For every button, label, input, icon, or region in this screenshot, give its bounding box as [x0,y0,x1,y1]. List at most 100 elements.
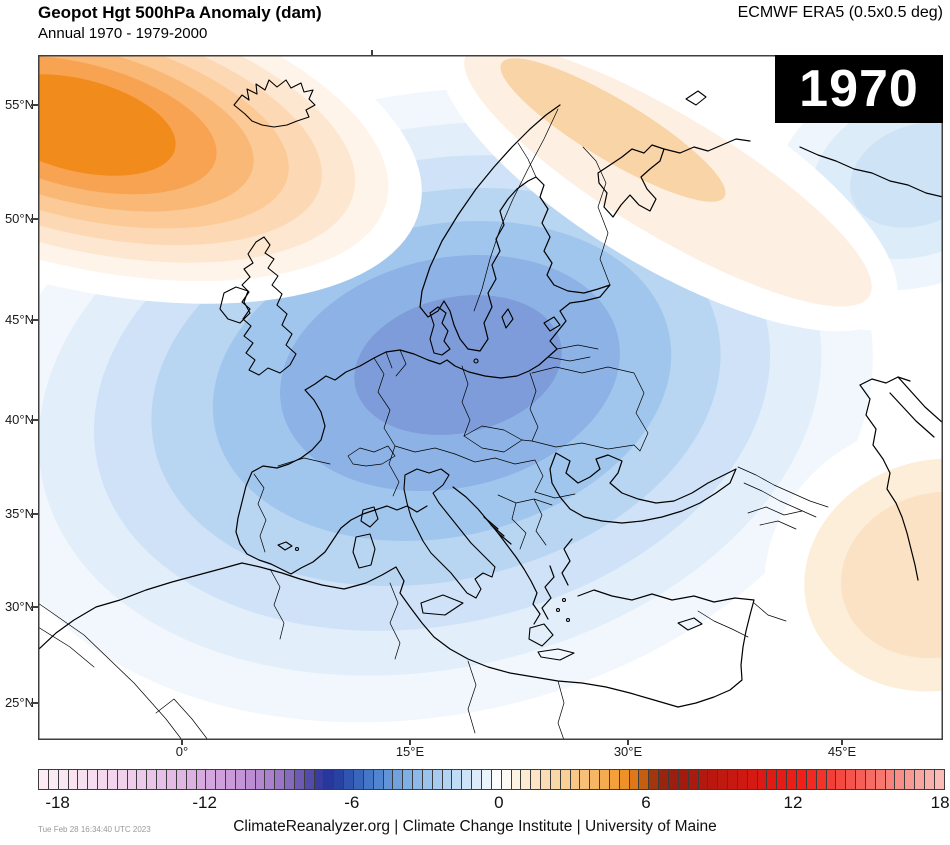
border-sweden-finland [517,142,537,178]
border-germany-poland [461,365,471,437]
colorbar-cell [275,770,286,789]
lat-tick [31,218,38,220]
render-timestamp: Tue Feb 28 16:34:40 UTC 2023 [38,825,151,834]
turkey-west-coastline [561,538,573,586]
colorbar-cell [649,770,660,789]
colorbar-cell [255,770,266,789]
colorbar-cell [481,770,492,789]
colorbar-cell [698,770,709,789]
aegean-island-1 [555,607,561,613]
colorbar [38,769,945,790]
colorbar-cell [452,770,463,789]
colorbar-tick-6: 6 [641,793,651,812]
colorbar-cell [344,770,354,789]
aegean-island-2 [565,617,571,623]
colorbar-cell [363,770,374,789]
colorbar-cell [226,770,236,789]
colorbar-cell [137,770,148,789]
colorbar-cell [895,770,906,789]
northwest-orange-contours [38,55,422,304]
dataset-source-label: ECMWF ERA5 (0.5x0.5 deg) [737,4,943,21]
colorbar-cell [865,770,876,789]
caspian-west-coastline [859,384,919,581]
border-france-east [373,357,400,497]
colorbar-cell [826,770,837,789]
colorbar-cell [107,770,118,789]
colorbar-tick--6: -6 [344,793,360,812]
saaremaa-island [543,316,561,332]
colorbar-cell [147,770,158,789]
colorbar-cell [806,770,817,789]
colorbar-cell [294,770,305,789]
country-borders [38,108,829,740]
north-africa-coastline [38,562,679,708]
colorbar-cell [777,770,788,789]
colorbar-cell [235,770,246,789]
colorbar-cell [856,770,866,789]
colorbar-cell [88,770,99,789]
colorbar-cell [393,770,404,789]
colorbar-cell [501,770,512,789]
colorbar-cell [550,770,561,789]
colorbar-cell [334,770,345,789]
ireland-coastline [219,286,251,324]
lon-label-45°E: 45°E [827,744,857,759]
denmark-coastline [429,306,451,356]
border-turkey-east [697,602,787,638]
map-frame [38,55,943,740]
colorbar-cell [570,770,581,789]
lat-label-25°N: 25°N [4,695,34,710]
colorbar-cell [285,770,295,789]
gotland-island [501,308,514,329]
colorbar-cell [511,770,522,789]
lon-tick [181,740,183,745]
colorbar-cell [639,770,650,789]
border-norway-sweden [473,108,559,312]
colorbar-cell [166,770,177,789]
border-poland-east [529,372,539,442]
border-germany-south [394,445,456,455]
colorbar-cell [442,770,453,789]
colorbar-cell [422,770,433,789]
lat-tick [31,606,38,608]
border-benelux [385,349,407,377]
colorbar-cell [531,770,542,789]
colorbar-cell [127,770,138,789]
caspian-north-coastline [859,376,911,386]
colorbar-tick-12: 12 [783,793,803,812]
iceland-coastline [233,79,316,128]
colorbar-cell [58,770,69,789]
balearic-dot [294,546,300,552]
white-sea-kola-coastline [597,144,665,218]
colorbar-cell [600,770,610,789]
colorbar-cell [541,770,551,789]
colorbar-cell [609,770,620,789]
mainland-coastline [235,104,611,575]
attribution-text: ClimateReanalyzer.org | Climate Change I… [233,818,717,835]
colorbar-tick-0: 0 [494,793,504,812]
year-badge-label: 1970 [799,60,919,118]
colorbar-cell [718,770,729,789]
black-sea-coastline [549,452,737,524]
colorbar-cell [728,770,738,789]
corsica-coastline [360,506,379,528]
aegean-island-3 [561,597,567,603]
lat-label-45°N: 45°N [4,312,34,327]
colorbar-cell [590,770,601,789]
sicily-coastline [420,594,464,616]
colorbar-cell [462,770,473,789]
colorbar-cell [176,770,187,789]
colorbar-cell [324,770,335,789]
border-baltics [547,344,599,362]
colorbar-cell [787,770,797,789]
colorbar-cell [875,770,886,789]
map-canvas [38,55,943,740]
north-orange-band-contours [438,55,898,332]
colorbar-cell [196,770,207,789]
lon-tick [409,740,411,745]
colorbar-tick-18: 18 [930,793,950,812]
colorbar-cell [737,770,748,789]
colorbar-cell [767,770,778,789]
southeast-orange-contours [764,418,943,732]
